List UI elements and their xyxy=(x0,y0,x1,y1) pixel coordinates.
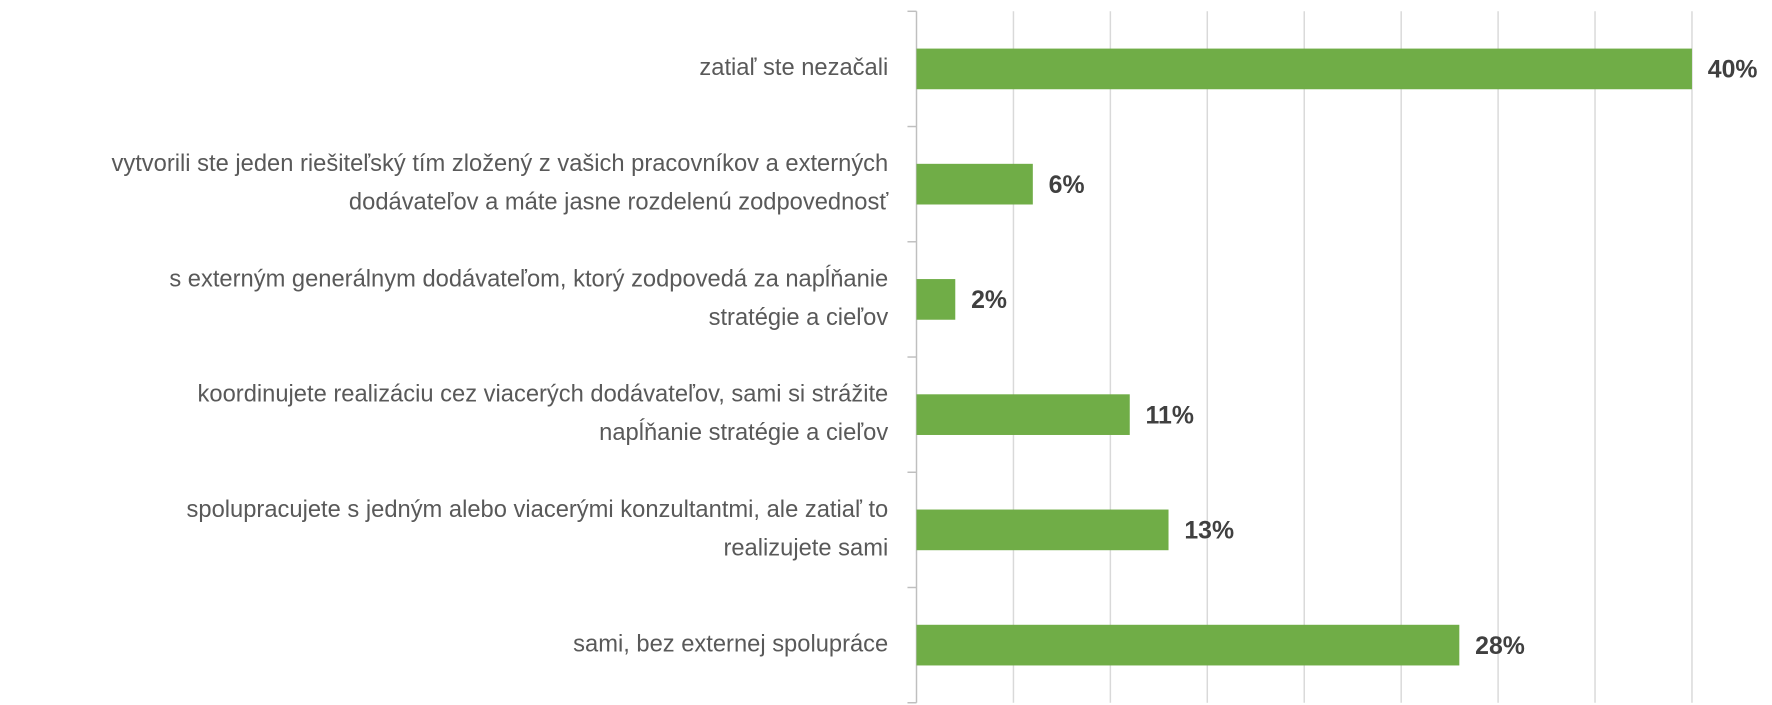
bar xyxy=(916,48,1692,90)
y-tick-label: zatiaľ ste nezačali xyxy=(699,55,888,81)
data-label: 11% xyxy=(1146,402,1194,429)
data-label: 28% xyxy=(1475,633,1525,660)
bar xyxy=(916,394,1130,435)
y-tick-label: spolupracujete s jedným alebo viacerými … xyxy=(187,497,889,523)
bar xyxy=(916,163,1033,205)
y-tick-label: koordinujete realizáciu cez viacerých do… xyxy=(198,382,889,408)
data-label: 13% xyxy=(1184,518,1234,545)
data-label: 6% xyxy=(1049,172,1085,199)
y-tick-label: sami, bez externej spolupráce xyxy=(573,631,888,657)
bar xyxy=(916,624,1460,666)
y-tick-label: napĺňanie stratégie a cieľov xyxy=(599,418,888,446)
data-label: 2% xyxy=(971,287,1007,314)
y-tick-label: vytvorili ste jeden riešiteľský tím zlož… xyxy=(111,151,888,177)
data-label: 40% xyxy=(1708,57,1758,84)
bar xyxy=(916,509,1169,551)
y-tick-label: stratégie a cieľov xyxy=(709,305,889,331)
y-tick-label: dodávateľov a máte jasne rozdelenú zodpo… xyxy=(349,190,889,216)
bar xyxy=(916,279,956,320)
y-tick-label: realizujete sami xyxy=(723,535,888,561)
y-tick-label: s externým generálnym dodávateľom, ktorý… xyxy=(169,264,888,292)
